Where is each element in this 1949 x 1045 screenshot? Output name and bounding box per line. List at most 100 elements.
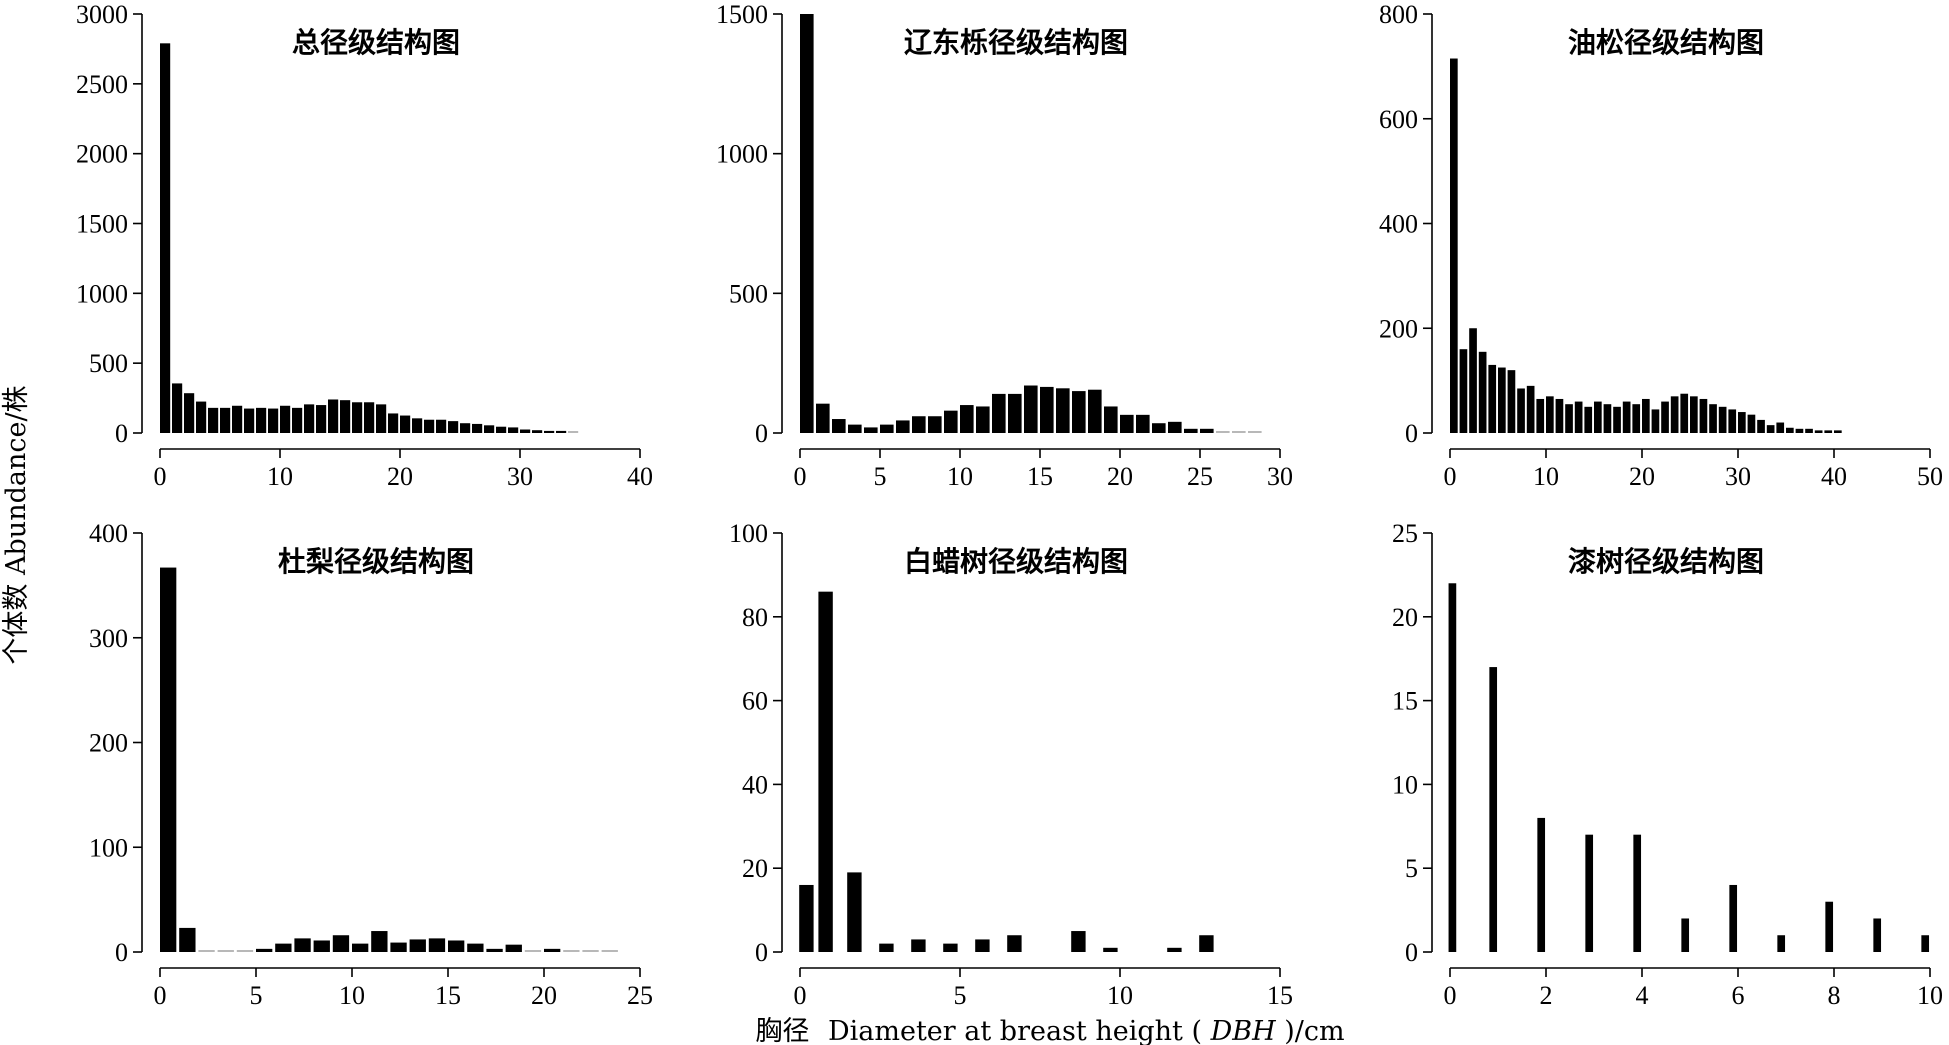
x-tick-label: 30 xyxy=(507,462,533,491)
x-tick-label: 30 xyxy=(1725,462,1751,491)
chart-panel-3: 0 200 400 600 800 0 10 20 30 40 50 油松径级结构图 xyxy=(1379,0,1943,491)
bar xyxy=(563,950,580,952)
bar xyxy=(232,405,243,433)
x-tick-label: 5 xyxy=(954,981,967,1010)
x-tick-label: 5 xyxy=(250,981,263,1010)
y-tick-label: 3000 xyxy=(76,0,128,29)
bar xyxy=(1690,396,1698,433)
bar xyxy=(896,420,910,433)
bar xyxy=(1709,404,1717,433)
bar xyxy=(799,884,814,952)
bar xyxy=(1200,428,1214,433)
bar xyxy=(1873,918,1882,952)
x-tick-label: 15 xyxy=(1267,981,1293,1010)
bar xyxy=(582,950,599,952)
bar xyxy=(1459,349,1468,433)
bar xyxy=(1168,421,1182,433)
y-tick-label: 20 xyxy=(1392,603,1418,632)
chart-panel-6: 0 5 10 15 20 25 0 2 4 6 8 10 漆树径级结构图 xyxy=(1392,519,1943,1010)
panel-title: 总径级结构图 xyxy=(292,26,460,59)
bar xyxy=(928,416,942,433)
bar xyxy=(388,413,399,433)
y-tick-label: 2500 xyxy=(76,70,128,99)
bar xyxy=(1584,406,1593,433)
bar xyxy=(520,429,531,433)
bar xyxy=(1248,431,1262,433)
bar xyxy=(1585,834,1594,952)
bar xyxy=(179,927,196,952)
bar xyxy=(911,939,926,952)
chart-panel-1: 0 500 1000 1500 2000 2500 3000 0 10 20 30 40 总径级结构图 xyxy=(76,0,653,491)
bar xyxy=(1747,414,1756,433)
y-axis-title: 个体数 Abundance/株 xyxy=(1,385,32,664)
bar xyxy=(1565,404,1573,433)
x-tick-label: 8 xyxy=(1828,981,1841,1010)
bar xyxy=(1814,430,1823,433)
y-tick-label: 40 xyxy=(742,770,768,799)
bar xyxy=(1184,428,1198,433)
bar xyxy=(340,400,351,433)
y-tick-label: 0 xyxy=(755,938,768,967)
bar xyxy=(1448,583,1457,952)
bar xyxy=(1071,931,1086,952)
bar xyxy=(1633,834,1642,952)
bar xyxy=(472,423,483,433)
x-tick-label: 20 xyxy=(387,462,413,491)
y-tick-label: 600 xyxy=(1379,105,1418,134)
bar xyxy=(1718,406,1727,433)
bar xyxy=(1008,393,1022,433)
bar xyxy=(816,403,830,433)
y-tick-label: 1000 xyxy=(76,279,128,308)
bar xyxy=(424,419,435,433)
y-tick-label: 15 xyxy=(1392,687,1418,716)
bar xyxy=(544,948,561,952)
bar xyxy=(160,43,171,434)
bar xyxy=(1642,398,1650,433)
y-tick-label: 5 xyxy=(1405,854,1418,883)
bar xyxy=(1167,947,1182,952)
bar xyxy=(568,431,579,433)
bar xyxy=(1024,385,1038,433)
bar xyxy=(1738,412,1746,433)
bar xyxy=(208,407,219,433)
bar xyxy=(976,406,990,433)
bar xyxy=(313,940,330,952)
bar xyxy=(1728,409,1737,433)
bar xyxy=(1776,422,1785,433)
x-tick-label: 50 xyxy=(1917,462,1943,491)
x-tick-label: 25 xyxy=(1187,462,1213,491)
bar xyxy=(1622,401,1631,433)
bar xyxy=(390,942,407,952)
x-tick-label: 20 xyxy=(1107,462,1133,491)
bar xyxy=(848,424,862,433)
bar xyxy=(832,419,846,433)
bar xyxy=(524,950,542,952)
y-tick-label: 0 xyxy=(115,419,128,448)
bar xyxy=(371,931,388,952)
bar xyxy=(1489,667,1498,952)
bar xyxy=(1680,393,1689,433)
x-tick-label: 40 xyxy=(1821,462,1847,491)
bar xyxy=(280,405,291,433)
y-tick-label: 20 xyxy=(742,854,768,883)
bar xyxy=(1136,414,1150,433)
x-axis-title-unit: )/cm xyxy=(1284,1016,1344,1045)
x-axis-title-abbr: DBH xyxy=(1210,1016,1276,1045)
y-tick-label: 1000 xyxy=(716,140,768,169)
bar xyxy=(236,950,254,952)
bar xyxy=(409,939,426,952)
bar xyxy=(294,938,311,952)
chart-panel-4: 0 100 200 300 400 0 5 10 15 20 25 杜梨径级结构图 xyxy=(89,519,653,1010)
bar xyxy=(244,408,255,433)
bar xyxy=(268,408,279,433)
bar xyxy=(196,401,207,433)
x-tick-label: 10 xyxy=(339,981,365,1010)
bar xyxy=(1507,370,1516,433)
bar xyxy=(943,943,958,952)
x-axis-title-cn: 胸径 xyxy=(755,1016,809,1045)
y-tick-label: 500 xyxy=(729,279,768,308)
bar xyxy=(448,940,465,952)
x-tick-label: 5 xyxy=(874,462,887,491)
x-tick-label: 0 xyxy=(154,462,167,491)
